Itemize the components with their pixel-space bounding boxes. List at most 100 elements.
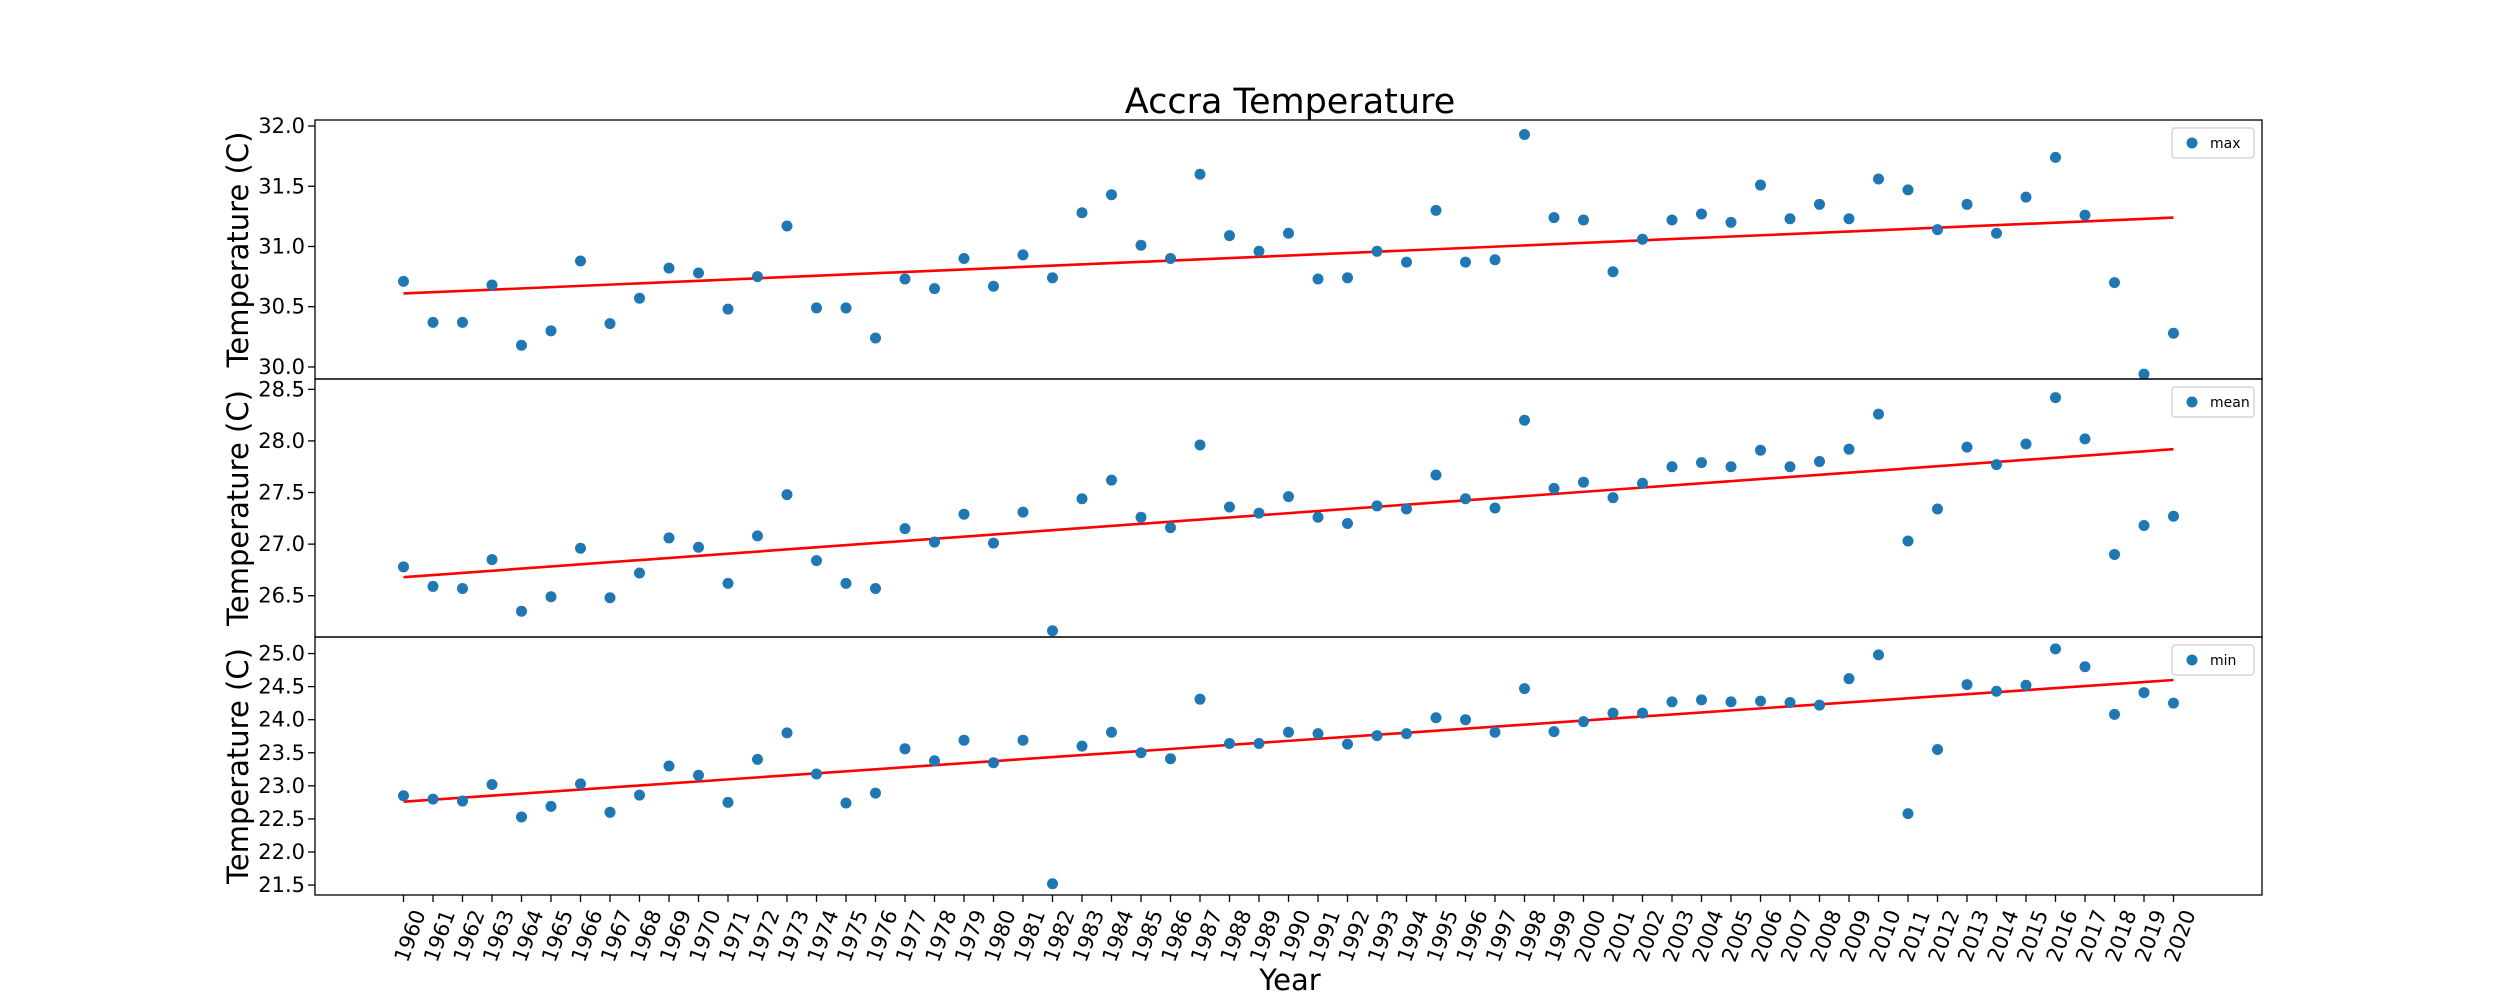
y-tick-label: 22.5 — [258, 807, 305, 831]
data-point-min — [2168, 697, 2179, 709]
data-point-max — [2168, 327, 2179, 339]
data-point-max — [604, 318, 616, 330]
data-point-max — [2079, 209, 2091, 221]
data-point-mean — [840, 577, 852, 589]
data-point-min — [1371, 730, 1383, 742]
data-point-max — [1696, 208, 1707, 220]
data-point-min — [693, 769, 704, 781]
y-tick-label: 24.5 — [258, 675, 305, 699]
data-point-max — [1784, 213, 1796, 225]
data-point-min — [1430, 712, 1442, 724]
legend-box — [2171, 127, 2255, 159]
data-point-mean — [958, 508, 970, 520]
data-point-max — [1961, 198, 1973, 210]
data-point-mean — [516, 605, 527, 617]
legend-label: min — [2210, 653, 2236, 669]
data-point-max — [1401, 256, 1412, 268]
data-point-mean — [2168, 510, 2179, 522]
data-point-max — [1165, 253, 1176, 265]
data-point-mean — [1519, 414, 1530, 426]
data-point-min — [870, 787, 881, 799]
data-point-max — [486, 279, 498, 291]
data-point-mean — [1253, 507, 1265, 519]
data-point-max — [2109, 277, 2120, 289]
y-tick-label: 27.0 — [258, 532, 305, 556]
legend-marker — [2186, 137, 2198, 149]
data-point-max — [1194, 168, 1206, 180]
data-point-max — [1607, 266, 1619, 278]
data-point-max — [1548, 212, 1560, 224]
data-point-max — [575, 255, 586, 267]
data-point-max — [899, 273, 911, 285]
data-point-mean — [457, 582, 468, 594]
data-point-mean — [1637, 477, 1648, 489]
data-point-max — [1489, 254, 1501, 266]
y-tick-label: 31.0 — [258, 234, 305, 258]
trend-line-max — [403, 216, 2174, 295]
data-point-max — [693, 267, 704, 279]
data-point-mean — [663, 532, 675, 544]
data-point-mean — [604, 592, 616, 604]
data-point-max — [958, 253, 970, 265]
data-point-max — [1430, 204, 1442, 216]
data-point-max — [545, 325, 557, 337]
data-point-mean — [1106, 474, 1117, 486]
data-point-max — [1017, 249, 1029, 261]
data-point-max — [840, 302, 852, 314]
data-point-min — [1784, 696, 1796, 708]
data-point-max — [663, 262, 675, 274]
data-point-min — [1342, 738, 1353, 750]
y-tick-label: 27.5 — [258, 481, 305, 505]
data-point-max — [1047, 272, 1058, 284]
trend-line-mean — [403, 447, 2174, 579]
data-point-min — [811, 768, 822, 780]
data-point-max — [1902, 184, 1914, 196]
data-point-mean — [427, 580, 439, 592]
data-point-mean — [575, 542, 586, 554]
x-axis-label: Year — [1258, 963, 1320, 997]
data-point-mean — [1283, 491, 1294, 503]
data-point-max — [1637, 233, 1648, 245]
data-point-max — [722, 303, 734, 315]
data-point-mean — [811, 555, 822, 567]
data-point-mean — [929, 536, 940, 548]
data-point-mean — [1194, 439, 1206, 451]
legend-box — [2171, 386, 2255, 418]
data-point-mean — [899, 523, 911, 535]
data-point-mean — [1548, 482, 1560, 494]
data-point-mean — [1607, 492, 1619, 504]
data-point-mean — [1814, 456, 1825, 468]
data-point-min — [1696, 694, 1707, 706]
data-point-max — [781, 220, 793, 232]
data-point-min — [545, 800, 557, 812]
y-tick-label: 31.5 — [258, 174, 305, 198]
data-point-mean — [2109, 548, 2120, 560]
data-point-mean — [870, 582, 881, 594]
data-point-mean — [2020, 438, 2032, 450]
data-point-max — [1076, 207, 1088, 219]
data-point-min — [2020, 679, 2032, 691]
data-point-min — [1519, 683, 1530, 695]
data-point-max — [988, 280, 999, 292]
legend-box — [2171, 644, 2255, 676]
data-point-mean — [545, 591, 557, 603]
data-point-mean — [781, 489, 793, 501]
y-axis-label: Temperature (C) — [221, 132, 255, 369]
data-point-min — [899, 743, 911, 755]
data-point-mean — [1873, 408, 1884, 420]
axes-frame — [314, 119, 2263, 380]
data-point-min — [486, 779, 498, 791]
data-point-min — [575, 778, 586, 790]
data-point-max — [1932, 224, 1943, 236]
data-point-min — [1578, 716, 1589, 728]
data-point-min — [988, 757, 999, 769]
data-point-mean — [1961, 441, 1973, 453]
trend-line-min — [403, 678, 2174, 804]
data-point-max — [1283, 227, 1294, 239]
data-point-min — [2109, 708, 2120, 720]
data-point-max — [870, 332, 881, 344]
data-point-min — [1401, 728, 1412, 740]
data-point-mean — [1725, 461, 1737, 473]
panel-min: 21.5 22.0 22.5 23.0 23.5 24.0 24.5 25.0Temperat… — [221, 636, 2263, 897]
legend-marker — [2186, 654, 2198, 666]
